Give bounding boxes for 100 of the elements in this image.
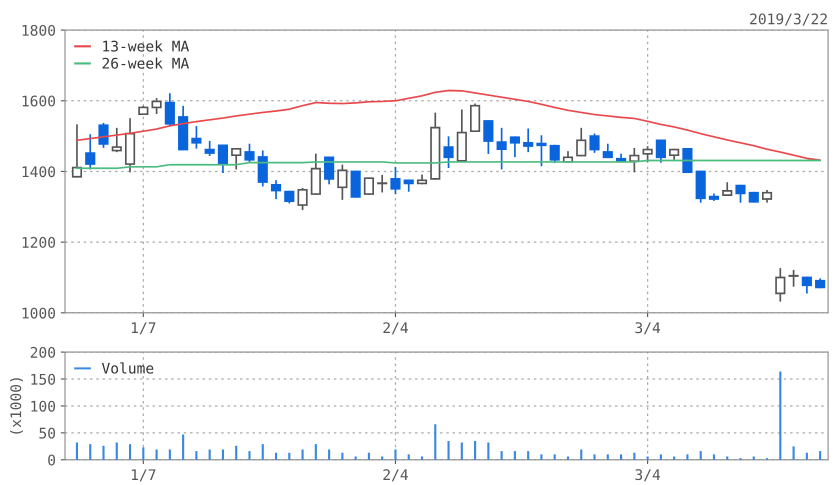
- candlestick: [204, 140, 215, 156]
- bar: [500, 451, 503, 460]
- candlestick: [748, 192, 759, 203]
- candlestick: [390, 167, 401, 194]
- bar: [408, 454, 410, 460]
- candlestick: [191, 126, 202, 149]
- candlestick: [324, 156, 334, 184]
- bar: [474, 440, 476, 460]
- text: 2019/3/22: [750, 13, 827, 26]
- bar: [182, 434, 184, 460]
- candlestick: [377, 174, 388, 192]
- bar: [606, 454, 609, 460]
- candlestick: [364, 177, 374, 195]
- bar: [580, 450, 582, 460]
- x-tick-label: 1/7: [132, 469, 156, 482]
- candlestick: [297, 188, 308, 210]
- bar: [460, 442, 463, 460]
- bar: [487, 442, 490, 460]
- candlestick: [85, 134, 96, 170]
- bar: [779, 371, 782, 460]
- bar: [514, 451, 516, 460]
- candlestick: [536, 135, 547, 166]
- bar: [116, 442, 118, 460]
- candlestick: [231, 148, 242, 170]
- y-tick-label: 150: [31, 374, 56, 385]
- y-tick-label: 1400: [22, 166, 56, 178]
- y-tick-label: 1200: [22, 236, 56, 248]
- bar: [726, 456, 728, 460]
- candlestick: [642, 146, 653, 162]
- y-tick-label: 100: [31, 400, 56, 412]
- x-tick-label: 3/4: [635, 322, 660, 334]
- candlestick: [589, 134, 600, 153]
- candlestick: [337, 164, 348, 200]
- candlestick: [443, 136, 454, 168]
- bar: [819, 451, 822, 460]
- bar: [208, 450, 211, 460]
- legend-label: 26-week MA: [102, 57, 190, 69]
- candlestick: [682, 148, 693, 173]
- candlestick: [284, 190, 294, 204]
- candlestick: [523, 128, 534, 152]
- candlestick: [656, 140, 666, 163]
- candlestick: [735, 184, 746, 203]
- bar: [262, 444, 264, 460]
- legend-label: 13-week MA: [103, 40, 190, 52]
- bar: [288, 452, 290, 460]
- bar: [434, 424, 436, 460]
- bar: [381, 456, 384, 460]
- candlestick: [164, 93, 175, 127]
- line-series: [76, 90, 821, 161]
- bar: [76, 442, 78, 460]
- y-tick-label: 1600: [22, 96, 56, 107]
- bar: [222, 450, 224, 460]
- candlestick: [152, 98, 162, 114]
- bar: [89, 444, 92, 460]
- legend-label: Volume: [102, 362, 154, 374]
- candlestick: [802, 276, 812, 294]
- y-tick-label: 200: [30, 346, 56, 358]
- x-tick-label: 2/4: [383, 322, 408, 334]
- bar: [248, 451, 251, 460]
- candlestick: [510, 136, 520, 158]
- y-tick-label: 50: [39, 428, 56, 439]
- bar: [102, 446, 105, 460]
- candlestick: [404, 179, 414, 192]
- bar: [447, 440, 450, 460]
- candlestick: [550, 144, 560, 164]
- candlestick: [98, 122, 109, 148]
- bar: [700, 451, 702, 460]
- y-tick-label: 0: [48, 454, 56, 466]
- candlestick: [775, 268, 786, 302]
- candlestick: [722, 182, 732, 196]
- bar: [792, 446, 795, 460]
- bar: [168, 450, 171, 460]
- candlestick: [762, 190, 772, 203]
- candlestick: [244, 144, 255, 162]
- candlestick: [629, 148, 640, 172]
- candlestick: [602, 144, 613, 158]
- bar: [128, 444, 132, 460]
- candlestick: [218, 144, 228, 173]
- x-tick-label: 2/4: [383, 469, 408, 482]
- y-tick-label: 1800: [22, 24, 56, 36]
- candlestick: [112, 128, 122, 152]
- bar: [142, 447, 144, 460]
- bar: [195, 451, 198, 460]
- bar: [752, 456, 755, 460]
- candlestick: [788, 270, 799, 287]
- x-tick-label: 1/7: [132, 322, 156, 334]
- candlestick: [270, 180, 282, 200]
- candlestick: [496, 128, 507, 170]
- x-tick-label: 3/4: [635, 469, 660, 482]
- bar: [394, 450, 397, 460]
- bar: [527, 451, 530, 460]
- candlestick: [576, 128, 586, 156]
- bar: [235, 446, 238, 460]
- bar: [156, 450, 158, 460]
- bar: [328, 450, 330, 460]
- bar: [302, 450, 304, 460]
- candlestick: [72, 124, 82, 178]
- bar: [554, 454, 556, 460]
- bar: [314, 444, 317, 460]
- candlestick: [483, 120, 494, 154]
